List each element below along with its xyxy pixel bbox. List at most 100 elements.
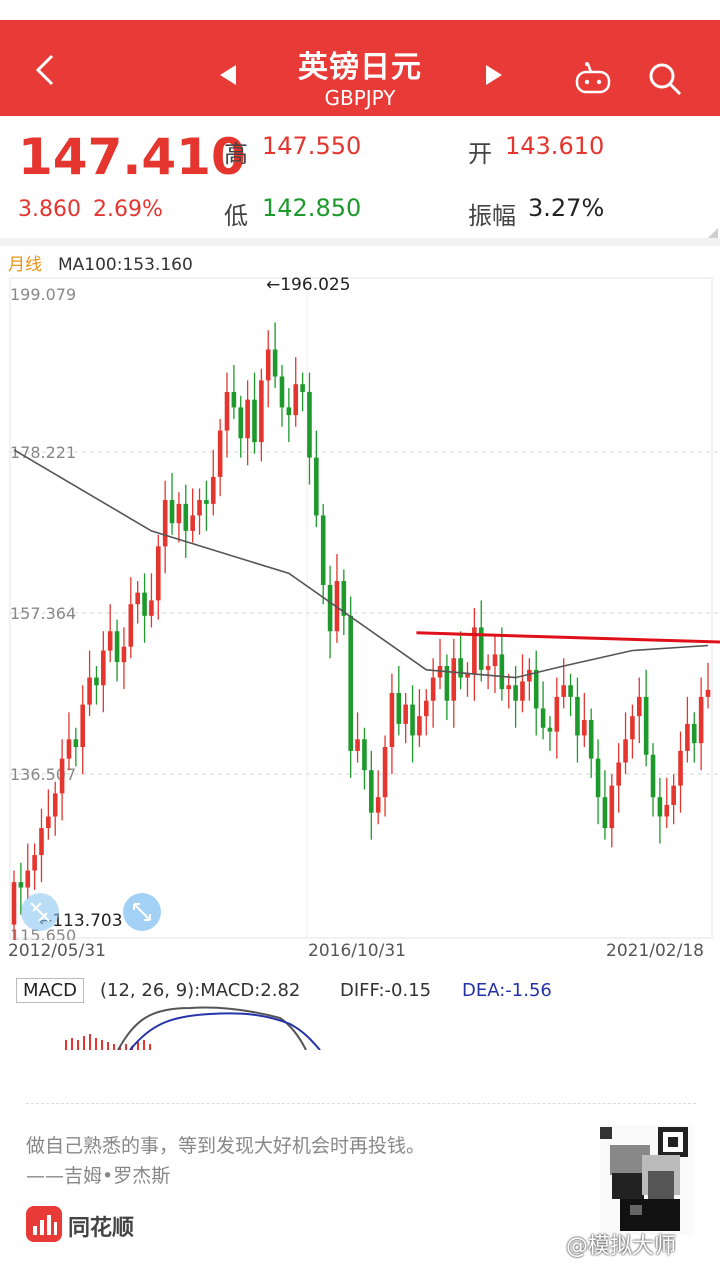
candle-body bbox=[375, 797, 381, 813]
candle-body bbox=[149, 600, 154, 616]
footer-author: ——吉姆•罗杰斯 bbox=[26, 1165, 171, 1187]
candle-body bbox=[210, 476, 216, 504]
candle-body bbox=[135, 592, 140, 605]
price-change: 3.860 2.69% bbox=[18, 197, 175, 222]
macd-plot bbox=[65, 1006, 321, 1050]
kline-chart[interactable]: 199.079178.221157.364136.507115.650←196.… bbox=[0, 270, 720, 940]
candle-body bbox=[499, 654, 505, 690]
candle-body bbox=[87, 677, 92, 705]
candle-body bbox=[595, 758, 601, 798]
candle-body bbox=[204, 500, 209, 504]
candle-body bbox=[265, 349, 271, 381]
candle-body bbox=[630, 716, 635, 740]
macd-diff-line bbox=[117, 1006, 307, 1050]
candle-body bbox=[128, 604, 134, 647]
candle-body bbox=[588, 720, 594, 759]
candle-body bbox=[691, 723, 697, 744]
candle-body bbox=[602, 797, 608, 829]
change-percent: 2.69% bbox=[92, 197, 163, 222]
candle-body bbox=[547, 727, 553, 732]
candle-body bbox=[430, 677, 436, 701]
candle-body bbox=[183, 503, 189, 531]
macd-params: (12, 26, 9):MACD:2.82 bbox=[100, 980, 301, 1001]
watermark: @模拟大师 bbox=[566, 1234, 677, 1259]
candle-body bbox=[314, 457, 319, 516]
candle-body bbox=[176, 503, 182, 524]
ma-value: MA100:153.160 bbox=[58, 255, 193, 275]
candle-body bbox=[485, 665, 491, 670]
candle-body bbox=[664, 804, 670, 817]
amplitude-value: 3.27% bbox=[528, 194, 605, 222]
fullscreen-icon bbox=[133, 903, 151, 921]
x-label-start: 2012/05/31 bbox=[8, 941, 106, 961]
candle-body bbox=[582, 720, 587, 736]
candle-body bbox=[520, 681, 525, 701]
status-bar bbox=[0, 0, 720, 20]
macd-indicator-tab[interactable]: MACD bbox=[16, 978, 84, 1003]
candle-body bbox=[698, 696, 704, 744]
candle-body bbox=[25, 870, 31, 888]
candle-body bbox=[46, 816, 51, 829]
robot-icon[interactable] bbox=[574, 60, 612, 96]
candle-body bbox=[94, 677, 99, 686]
candle-body bbox=[568, 685, 573, 697]
y-tick-label: 136.507 bbox=[10, 765, 76, 784]
brand-name: 同花顺 bbox=[68, 1216, 135, 1241]
expand-corner-icon[interactable] bbox=[706, 226, 718, 238]
collapse-icon bbox=[30, 902, 50, 922]
open-label: 开 bbox=[468, 140, 492, 168]
candle-body bbox=[101, 650, 106, 686]
footer-quote: 做自己熟悉的事，等到发现大好机会时再投钱。 bbox=[26, 1135, 426, 1157]
candle-body bbox=[121, 646, 127, 663]
candle-body bbox=[362, 739, 367, 771]
candle-body bbox=[403, 704, 408, 724]
candle-body bbox=[540, 708, 546, 728]
candle-body bbox=[650, 754, 656, 798]
candle-body bbox=[190, 515, 195, 531]
candle-body bbox=[423, 700, 429, 717]
candle-body bbox=[197, 500, 202, 516]
search-icon[interactable] bbox=[646, 60, 684, 98]
high-label: 高 bbox=[224, 140, 248, 168]
candle-body bbox=[705, 689, 711, 697]
x-label-mid: 2016/10/31 bbox=[308, 941, 406, 961]
candle-body bbox=[66, 739, 72, 759]
y-tick-label: 199.079 bbox=[10, 285, 76, 304]
macd-dea-line bbox=[129, 1012, 321, 1050]
candle-body bbox=[59, 758, 65, 794]
candle-body bbox=[417, 716, 422, 736]
macd-dea: DEA:-1.56 bbox=[462, 980, 552, 1001]
candle-body bbox=[272, 349, 278, 377]
resistance-trendline bbox=[416, 631, 720, 644]
low-label: 低 bbox=[224, 202, 248, 230]
candle-body bbox=[307, 391, 312, 458]
candle-body bbox=[224, 391, 230, 431]
candle-body bbox=[458, 658, 463, 678]
candle-body bbox=[217, 430, 223, 477]
candle-body bbox=[286, 407, 292, 416]
candle-body bbox=[11, 882, 17, 925]
back-icon[interactable] bbox=[30, 52, 66, 88]
candle-body bbox=[527, 669, 532, 682]
chart-frame bbox=[9, 277, 713, 939]
prev-symbol-icon[interactable] bbox=[214, 60, 244, 90]
low-value: 142.850 bbox=[262, 194, 362, 222]
candle-body bbox=[609, 785, 615, 829]
candle-body bbox=[410, 704, 415, 736]
candle-body bbox=[245, 399, 250, 439]
candle-body bbox=[169, 500, 175, 524]
candle-body bbox=[444, 665, 450, 701]
candle-body bbox=[369, 770, 374, 813]
candle-body bbox=[52, 793, 58, 817]
candle-body bbox=[327, 584, 333, 632]
candle-body bbox=[492, 654, 498, 666]
candle-body bbox=[685, 723, 690, 751]
candle-body bbox=[18, 882, 24, 888]
next-symbol-icon[interactable] bbox=[478, 60, 508, 90]
candle-body bbox=[478, 627, 484, 670]
candle-body bbox=[107, 631, 113, 651]
brand-logo-icon bbox=[26, 1206, 62, 1242]
candle-body bbox=[533, 669, 539, 709]
candle-body bbox=[320, 515, 326, 585]
period-tab[interactable]: 月线 bbox=[8, 255, 42, 275]
